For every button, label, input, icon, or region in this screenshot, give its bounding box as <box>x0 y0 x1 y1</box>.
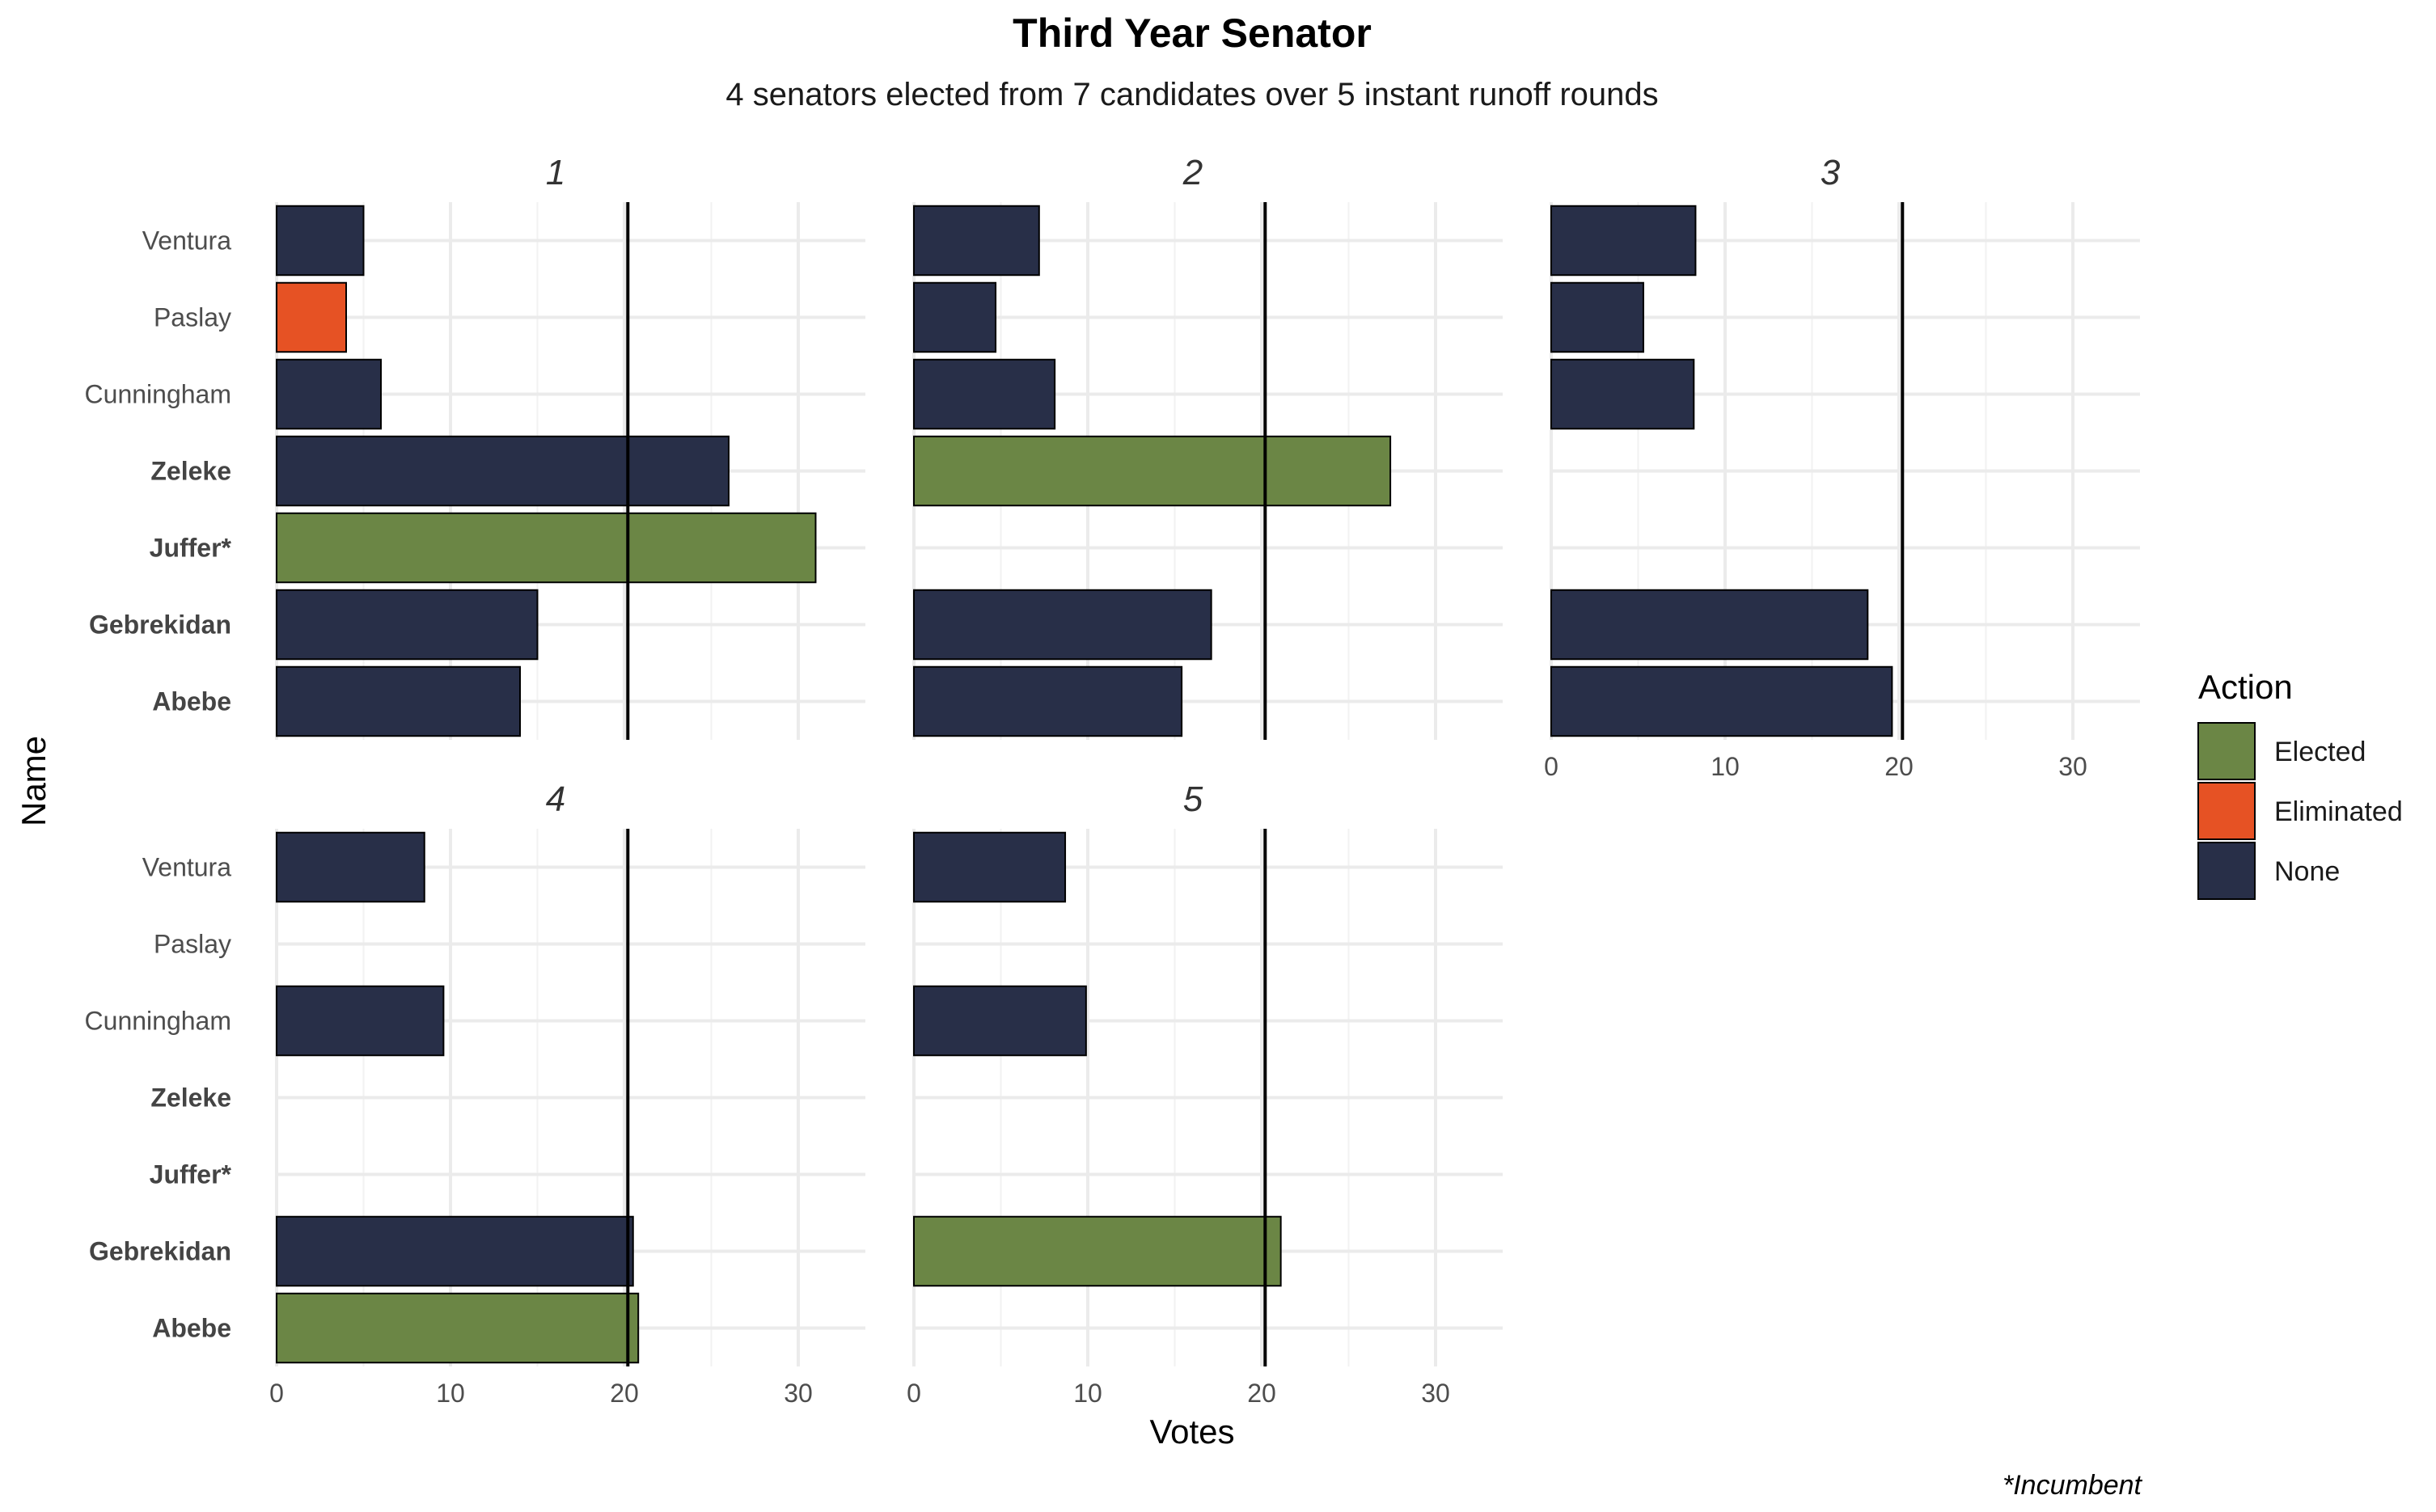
category-label-juffer: Juffer* <box>150 534 232 563</box>
bar-round-4-abebe <box>276 1292 640 1364</box>
bar-round-5-gebrekidan <box>913 1215 1282 1287</box>
bar-round-2-gebrekidan <box>913 589 1212 661</box>
category-label-paslay: Paslay <box>154 930 231 959</box>
x-tick-label: 30 <box>2058 752 2087 781</box>
strip-label-round-5: 5 <box>1183 779 1203 819</box>
category-label-abebe: Abebe <box>152 1314 231 1343</box>
x-tick-label: 30 <box>1421 1379 1450 1408</box>
chart-title: Third Year Senator <box>1013 11 1372 56</box>
category-label-cunningham: Cunningham <box>85 1007 231 1036</box>
strip-label-round-3: 3 <box>1821 153 1841 192</box>
legend-key-eliminated <box>2197 782 2256 840</box>
category-label-zeleke: Zeleke <box>150 457 231 486</box>
bar-round-1-paslay <box>276 281 347 353</box>
bar-round-5-cunningham <box>913 985 1087 1057</box>
bar-round-1-juffer <box>276 512 817 584</box>
bar-round-1-zeleke <box>276 435 730 507</box>
y-axis-title: Name <box>15 736 53 826</box>
x-tick-label: 30 <box>784 1379 813 1408</box>
category-label-gebrekidan: Gebrekidan <box>89 1237 231 1266</box>
bar-round-5-ventura <box>913 831 1067 903</box>
category-label-gebrekidan: Gebrekidan <box>89 610 231 640</box>
bar-round-4-cunningham <box>276 985 445 1057</box>
bar-round-2-cunningham <box>913 358 1056 430</box>
bar-round-1-cunningham <box>276 358 382 430</box>
x-tick-label: 20 <box>1247 1379 1276 1408</box>
chart-subtitle: 4 senators elected from 7 candidates ove… <box>725 77 1658 112</box>
bar-round-4-ventura <box>276 831 425 903</box>
bar-round-4-gebrekidan <box>276 1215 634 1287</box>
x-tick-label: 10 <box>436 1379 465 1408</box>
legend-key-elected <box>2197 722 2256 780</box>
x-tick-label: 20 <box>1884 752 1914 781</box>
caption: *Incumbent <box>2003 1470 2143 1501</box>
bar-round-3-ventura <box>1550 205 1697 277</box>
strip-label-round-4: 4 <box>546 779 565 819</box>
category-label-abebe: Abebe <box>152 687 231 716</box>
category-label-zeleke: Zeleke <box>150 1083 231 1113</box>
bar-round-1-ventura <box>276 205 365 277</box>
x-tick-label: 10 <box>1073 1379 1102 1408</box>
category-label-ventura: Ventura <box>142 853 232 882</box>
legend-label-elected: Elected <box>2274 737 2366 767</box>
bar-round-2-zeleke <box>913 435 1392 507</box>
category-label-cunningham: Cunningham <box>85 380 231 409</box>
bar-round-1-abebe <box>276 665 521 737</box>
x-tick-label: 0 <box>1544 752 1558 781</box>
x-tick-label: 20 <box>610 1379 639 1408</box>
legend-title: Action <box>2198 668 2293 706</box>
legend: Action Elected Eliminated None <box>2197 668 2403 900</box>
bar-round-3-gebrekidan <box>1550 589 1869 661</box>
legend-key-none <box>2197 842 2256 900</box>
x-tick-label: 0 <box>907 1379 921 1408</box>
panel-round-5: 5 0 10 20 30 <box>907 779 1503 1408</box>
panel-round-4: 4 Ventura Paslay Cunningham Zeleke Juffer* Geb… <box>85 779 865 1408</box>
x-tick-label: 10 <box>1711 752 1740 781</box>
bar-round-2-abebe <box>913 665 1183 737</box>
legend-label-eliminated: Eliminated <box>2274 796 2403 827</box>
strip-label-round-2: 2 <box>1182 153 1203 192</box>
panel-round-2: 2 <box>912 153 1503 740</box>
bar-round-3-abebe <box>1550 665 1893 737</box>
facet-panels: 1 Ventura Paslay Cunningham Zeleke Juffer* Geb… <box>85 153 2140 1408</box>
strip-label-round-1: 1 <box>546 153 565 192</box>
bar-round-2-ventura <box>913 205 1040 277</box>
category-label-paslay: Paslay <box>154 303 231 332</box>
x-tick-label: 0 <box>269 1379 284 1408</box>
x-axis-title: Votes <box>1149 1413 1234 1451</box>
bar-round-2-paslay <box>913 281 997 353</box>
bar-round-3-cunningham <box>1550 358 1695 430</box>
category-label-juffer: Juffer* <box>150 1160 232 1189</box>
category-label-ventura: Ventura <box>142 226 232 256</box>
legend-label-none: None <box>2274 856 2340 887</box>
panel-round-3: 30 10 20 30 <box>1544 153 2140 781</box>
bar-round-3-paslay <box>1550 281 1644 353</box>
panel-round-1: 1 Ventura Paslay Cunningham Zeleke Juffer* Geb… <box>85 153 865 740</box>
bar-round-1-gebrekidan <box>276 589 539 661</box>
